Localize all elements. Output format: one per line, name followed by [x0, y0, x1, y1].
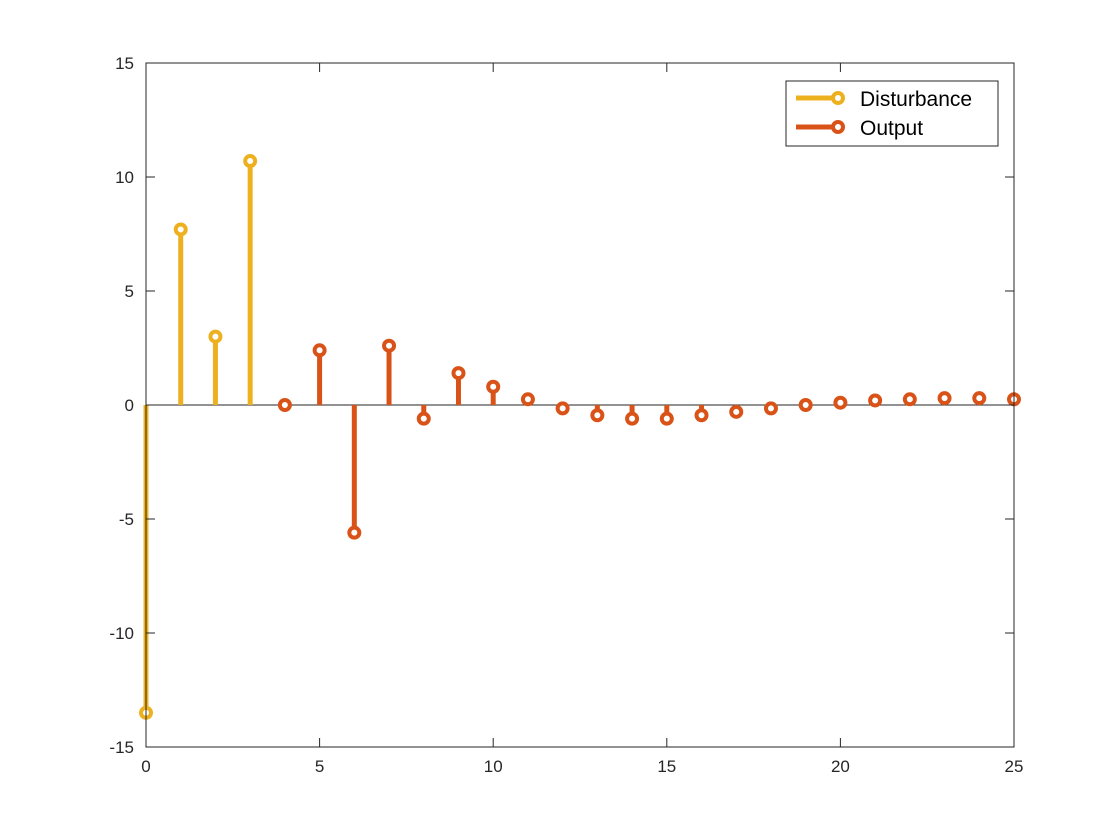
legend-entry-disturbance: Disturbance: [796, 88, 972, 111]
marker-output-9: [451, 366, 466, 381]
marker-disturbance-1: [173, 222, 188, 237]
marker-output-20: [833, 395, 848, 410]
stems-layer: [139, 154, 1021, 720]
marker-output-11: [520, 392, 535, 407]
x-tick-label-10: 10: [484, 757, 503, 776]
ticks-layer: 0 5 10 15 20 25 -15 -10 -5 0 5 10 15: [109, 54, 1023, 776]
legend-label-output: Output: [860, 117, 923, 140]
legend-marker-output: [831, 120, 845, 134]
marker-output-21: [868, 393, 883, 408]
marker-output-13: [590, 408, 605, 423]
y-tick-label--10: -10: [109, 624, 134, 643]
marker-output-17: [729, 404, 744, 419]
y-tick-label--5: -5: [119, 510, 134, 529]
legend-entry-output: Output: [796, 117, 923, 140]
x-tick-label-20: 20: [831, 757, 850, 776]
marker-output-12: [555, 401, 570, 416]
x-tick-label-25: 25: [1005, 757, 1024, 776]
marker-output-6: [347, 525, 362, 540]
y-tick-label--15: -15: [109, 738, 134, 757]
marker-output-24: [972, 391, 987, 406]
marker-output-4: [277, 398, 292, 412]
marker-output-7: [382, 338, 397, 353]
x-tick-label-5: 5: [315, 757, 324, 776]
marker-output-23: [937, 391, 952, 406]
marker-output-22: [902, 392, 917, 407]
marker-output-14: [625, 411, 640, 426]
marker-output-18: [763, 401, 778, 416]
marker-output-16: [694, 408, 709, 423]
legend-marker-disturbance: [831, 91, 845, 105]
legend-box: [785, 80, 999, 147]
marker-disturbance-3: [243, 154, 258, 169]
marker-output-15: [659, 411, 674, 426]
y-tick-label-15: 15: [115, 54, 134, 73]
marker-output-19: [798, 398, 813, 412]
legend: Disturbance Output: [785, 80, 999, 147]
series-output: [277, 338, 1021, 540]
x-tick-label-15: 15: [657, 757, 676, 776]
y-tick-label-5: 5: [125, 282, 134, 301]
marker-output-8: [416, 411, 431, 426]
y-tick-label-10: 10: [115, 168, 134, 187]
marker-output-10: [486, 379, 501, 394]
marker-output-5: [312, 343, 327, 358]
legend-label-disturbance: Disturbance: [860, 88, 972, 111]
y-tick-label-0: 0: [125, 396, 134, 415]
marker-disturbance-2: [208, 329, 223, 344]
x-tick-label-0: 0: [141, 757, 150, 776]
